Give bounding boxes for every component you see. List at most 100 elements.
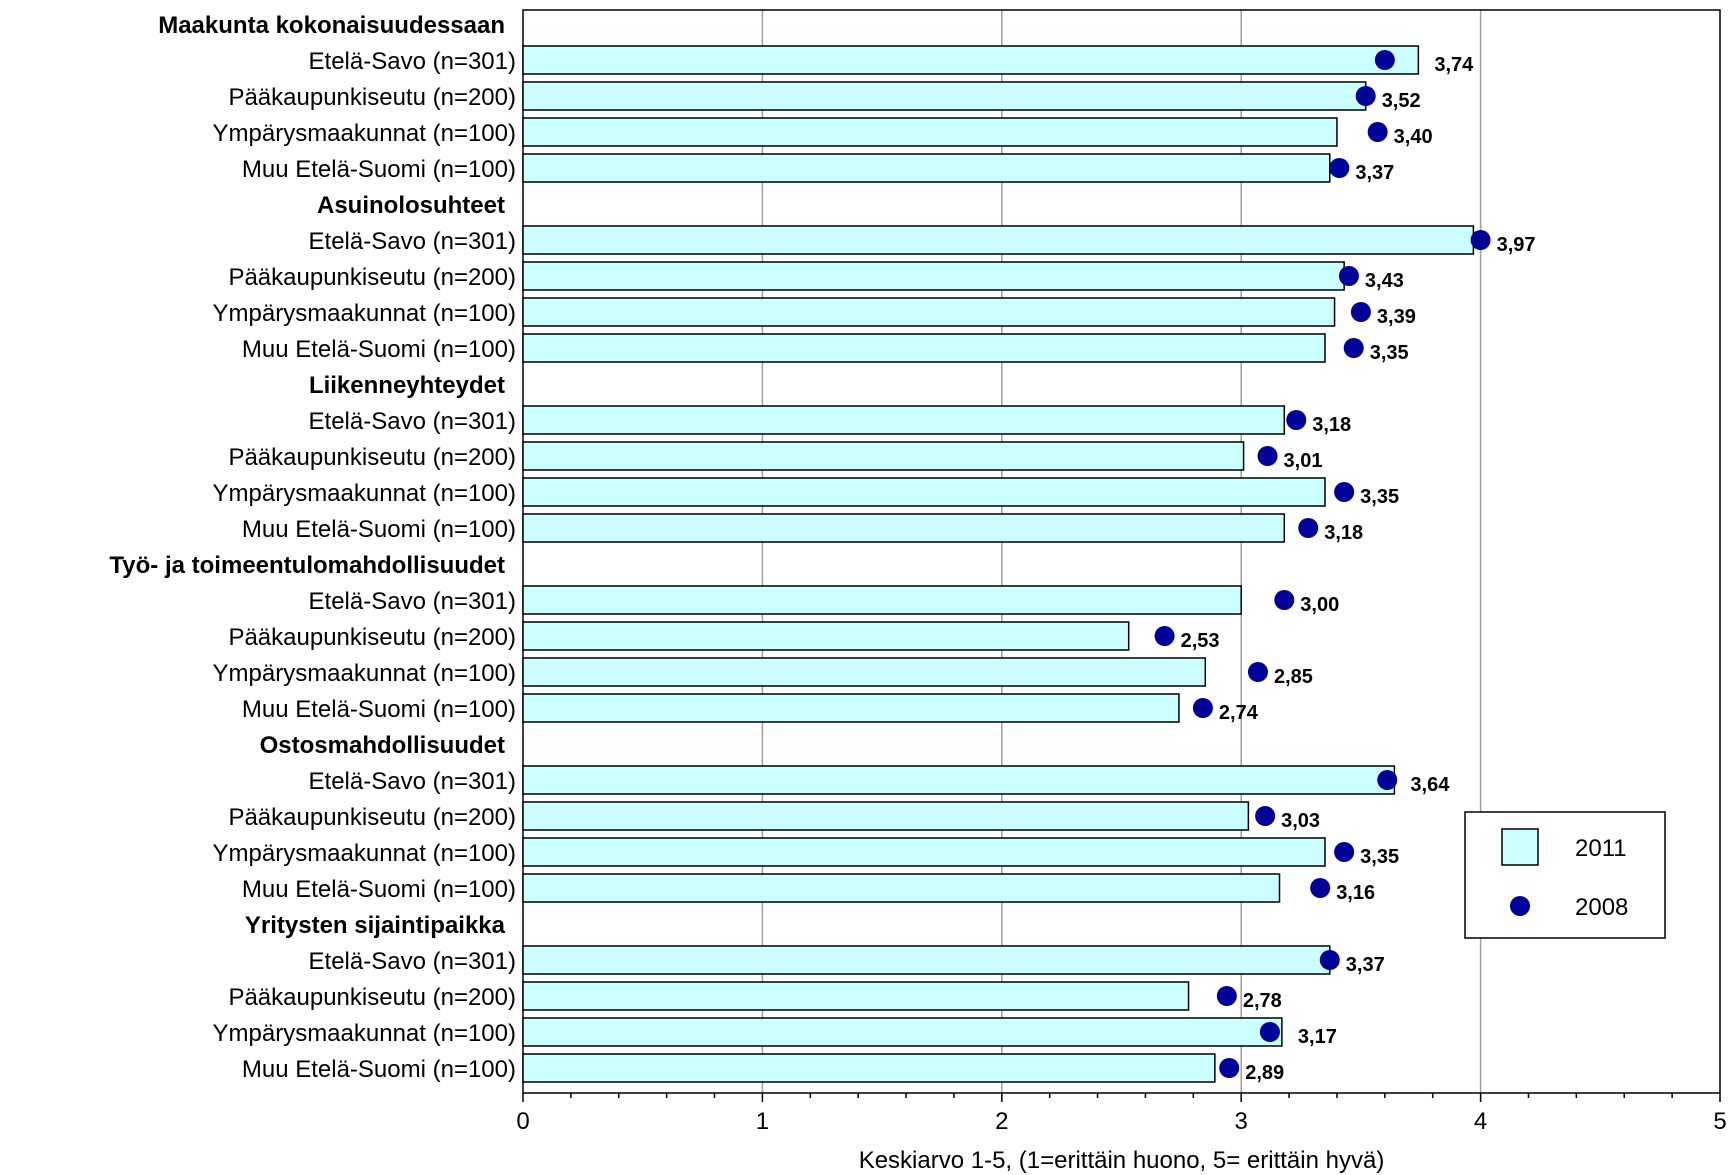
value-label: 3,35	[1360, 846, 1399, 868]
value-label: 3,18	[1312, 414, 1351, 436]
bar-2011	[522, 45, 1420, 75]
category-label: Pääkaupunkiseutu (n=200)	[228, 444, 516, 471]
dot-2008	[1192, 698, 1213, 718]
bar-2011	[522, 693, 1180, 723]
value-label: 3,01	[1284, 450, 1323, 472]
x-tick-label: 4	[1474, 1108, 1487, 1135]
category-label: Pääkaupunkiseutu (n=200)	[228, 984, 516, 1011]
dot-2008	[1274, 590, 1295, 610]
dot-2008	[1374, 50, 1395, 70]
group-label: Työ- ja toimeentulomahdollisuudet	[109, 552, 505, 579]
category-label: Pääkaupunkiseutu (n=200)	[228, 624, 516, 651]
bar-2011	[522, 261, 1345, 291]
bar-2011	[522, 441, 1245, 471]
bar-2011	[522, 981, 1190, 1011]
bar-2011	[522, 585, 1242, 615]
category-label: Muu Etelä-Suomi (n=100)	[242, 156, 516, 183]
dot-2008	[1216, 986, 1237, 1006]
plot-area-border	[522, 9, 1721, 1094]
dot-2008	[1329, 158, 1350, 178]
value-label: 2,89	[1245, 1062, 1284, 1084]
group-label: Liikenneyhteydet	[309, 372, 505, 399]
group-label: Ostosmahdollisuudet	[260, 732, 505, 759]
x-axis: 0 1 2 3 4 5 Keskiarvo 1-5, (1=erittäin huono, …	[516, 1093, 1727, 1174]
dot-2008	[1377, 770, 1398, 790]
x-tick-label: 0	[516, 1108, 529, 1135]
value-label: 2,85	[1274, 666, 1313, 688]
category-label: Muu Etelä-Suomi (n=100)	[242, 336, 516, 363]
value-label: 3,17	[1298, 1026, 1337, 1048]
category-label: Etelä-Savo (n=301)	[309, 768, 516, 795]
value-label: 2,74	[1219, 702, 1259, 724]
dot-2008	[1310, 878, 1331, 898]
value-label: 3,64	[1410, 774, 1450, 796]
dot-2008	[1257, 446, 1278, 466]
legend: 2011 2008	[1464, 811, 1666, 939]
dot-2008	[1319, 950, 1340, 970]
bar-2011	[522, 945, 1331, 975]
dot-2008	[1247, 662, 1268, 682]
dot-2008	[1286, 410, 1307, 430]
value-labels: 3,743,523,403,373,973,433,393,353,183,01…	[1181, 54, 1536, 1084]
dot-2008	[1154, 626, 1175, 646]
bar-2011	[522, 1017, 1283, 1047]
value-label: 3,18	[1324, 522, 1363, 544]
bar-2011	[522, 873, 1281, 903]
value-label: 3,40	[1394, 126, 1433, 148]
group-label: Yritysten sijaintipaikka	[245, 912, 506, 939]
dot-2008	[1350, 302, 1371, 322]
value-label: 3,03	[1281, 810, 1320, 832]
category-label: Etelä-Savo (n=301)	[309, 588, 516, 615]
category-labels: Maakunta kokonaisuudessaan Etelä-Savo (n=…	[109, 12, 516, 1083]
bar-2011	[522, 81, 1367, 111]
category-label: Ympärysmaakunnat (n=100)	[213, 120, 517, 147]
category-label: Muu Etelä-Suomi (n=100)	[242, 696, 516, 723]
legend-swatch-2008	[1510, 896, 1530, 916]
x-axis-title: Keskiarvo 1-5, (1=erittäin huono, 5= eri…	[859, 1147, 1385, 1174]
category-label: Etelä-Savo (n=301)	[309, 228, 516, 255]
bar-2011	[522, 657, 1207, 687]
category-label: Muu Etelä-Suomi (n=100)	[242, 876, 516, 903]
category-label: Pääkaupunkiseutu (n=200)	[228, 804, 516, 831]
category-label: Ympärysmaakunnat (n=100)	[213, 1020, 517, 1047]
category-label: Pääkaupunkiseutu (n=200)	[228, 84, 516, 111]
value-label: 3,97	[1497, 234, 1536, 256]
bar-2011	[522, 837, 1326, 867]
value-label: 3,39	[1377, 306, 1416, 328]
category-label: Muu Etelä-Suomi (n=100)	[242, 1056, 516, 1083]
bar-2011	[522, 153, 1331, 183]
bar-2011	[522, 1053, 1216, 1083]
group-label: Maakunta kokonaisuudessaan	[158, 12, 505, 39]
bar-2011	[522, 405, 1286, 435]
dot-2008	[1355, 86, 1376, 106]
dot-2008	[1219, 1058, 1240, 1078]
bar-2011	[522, 297, 1336, 327]
group-label: Asuinolosuhteet	[317, 192, 505, 219]
bars-2011	[522, 45, 1475, 1083]
x-tick-label: 2	[995, 1108, 1008, 1135]
value-label: 3,00	[1300, 594, 1339, 616]
x-tick-label: 5	[1713, 1108, 1726, 1135]
legend-box	[1464, 811, 1666, 939]
dots-2008	[1154, 50, 1491, 1078]
dot-2008	[1334, 482, 1355, 502]
x-tick-label: 3	[1235, 1108, 1248, 1135]
bar-2011	[522, 621, 1130, 651]
category-label: Ympärysmaakunnat (n=100)	[213, 660, 517, 687]
category-label: Pääkaupunkiseutu (n=200)	[228, 264, 516, 291]
dot-2008	[1367, 122, 1388, 142]
category-label: Ympärysmaakunnat (n=100)	[213, 840, 517, 867]
value-label: 3,35	[1370, 342, 1409, 364]
value-label: 2,78	[1243, 990, 1282, 1012]
legend-label-2008: 2008	[1575, 894, 1628, 921]
dot-2008	[1255, 806, 1276, 826]
dot-2008	[1470, 230, 1491, 250]
bar-2011	[522, 765, 1396, 795]
bar-2011	[522, 117, 1338, 147]
dot-2008	[1343, 338, 1364, 358]
dot-2008	[1334, 842, 1355, 862]
legend-swatch-2011	[1501, 828, 1539, 866]
bar-2011	[522, 801, 1250, 831]
bar-2011	[522, 225, 1475, 255]
